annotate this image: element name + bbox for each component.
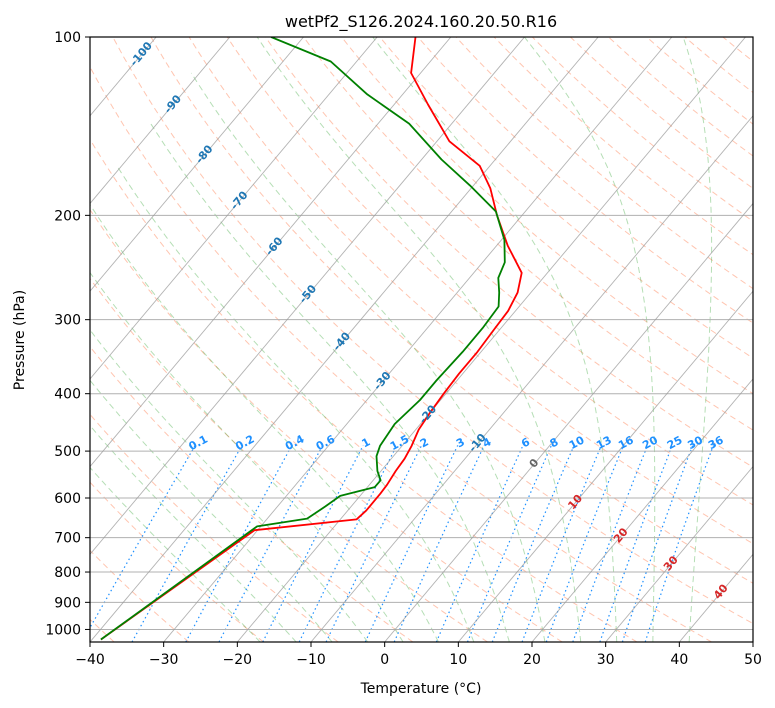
mixing-ratio-line <box>599 445 673 642</box>
mixing-ratio-line <box>364 445 459 642</box>
mixing-ratio-line <box>90 445 196 629</box>
isotherm-gridline <box>90 37 452 468</box>
y-tick-label: 600 <box>54 491 81 507</box>
moist-adiabat-line <box>90 379 333 642</box>
mixing-ratio-line <box>572 445 649 642</box>
mixing-ratio-label: 13 <box>594 434 614 453</box>
mixing-ratio-label: 10 <box>567 433 587 452</box>
y-tick-label: 800 <box>54 565 81 581</box>
isotherm-gridline <box>310 115 753 642</box>
moist-adiabat-line <box>90 203 439 642</box>
dry-adiabat-line <box>188 37 753 545</box>
dry-adiabat-line <box>493 37 753 256</box>
x-tick-label: 40 <box>670 652 688 668</box>
mixing-ratio-line <box>621 445 694 642</box>
isotherm-gridline <box>531 378 753 642</box>
isotherm-gridline <box>90 37 378 380</box>
isotherm-gridline <box>90 37 599 642</box>
temperature-profile-line <box>100 37 523 641</box>
dry-adiabat-line <box>341 37 753 395</box>
dry-adiabat-line <box>303 37 753 431</box>
x-tick-label: 10 <box>449 652 467 668</box>
dry-adiabat-line <box>90 481 264 642</box>
x-tick-label: 20 <box>523 652 541 668</box>
mixing-ratio-line <box>393 445 485 642</box>
moist-adiabat-line <box>256 37 582 642</box>
mixing-ratio-label: 16 <box>616 433 636 452</box>
mixing-ratio-line <box>644 445 714 642</box>
isotherm-gridline <box>236 37 746 642</box>
moist-adiabat-line <box>116 165 475 642</box>
mixing-ratio-label: 25 <box>665 433 685 452</box>
dry-adiabat-line <box>90 65 712 642</box>
isotherm-gridline <box>605 465 753 642</box>
mixing-ratio-line <box>218 445 324 642</box>
y-tick-label: 200 <box>54 208 81 224</box>
moist-adiabat-line <box>90 271 404 642</box>
y-tick-label: 700 <box>54 531 81 547</box>
x-tick-label: −30 <box>149 652 179 668</box>
chart-axes: −40 −30 −20 −10 0 10 20 30 40 50 100 200 300 400 500 60… <box>45 30 762 668</box>
y-tick-label: 900 <box>54 595 81 611</box>
mixing-ratio-line <box>185 445 293 642</box>
y-tick-label: 100 <box>54 30 81 46</box>
chart-series <box>100 37 523 641</box>
dry-adiabat-line <box>570 37 753 190</box>
y-tick-label: 400 <box>54 387 81 403</box>
isotherm-gridline <box>384 202 753 642</box>
chart-title: wetPf2_S126.2024.160.20.50.R16 <box>285 12 557 32</box>
moist-adiabat-line <box>190 72 546 642</box>
x-tick-label: −10 <box>296 652 326 668</box>
y-tick-label: 500 <box>54 444 81 460</box>
dry-adiabat-line <box>90 345 414 642</box>
dry-adiabat-line <box>90 208 563 642</box>
moist-adiabat-line <box>682 37 713 642</box>
x-axis-label: Temperature (°C) <box>360 681 482 697</box>
x-tick-label: 50 <box>744 652 762 668</box>
isotherm-gridline <box>163 37 673 642</box>
mixing-ratio-label: 30 <box>685 433 705 452</box>
x-tick-label: 0 <box>380 652 389 668</box>
dry-adiabat-line <box>379 37 753 359</box>
mixing-ratio-line <box>262 445 364 642</box>
plot-frame <box>89 36 754 643</box>
mixing-ratio-label: 36 <box>706 433 726 452</box>
dry-adiabat-line <box>150 37 753 584</box>
isotherm-gridline <box>90 37 525 556</box>
moist-adiabat-line <box>372 37 618 642</box>
dry-adiabat-line <box>90 277 488 642</box>
moist-adiabat-line <box>150 123 510 642</box>
moist-adiabat-line <box>90 466 261 642</box>
chart-grid <box>90 37 753 642</box>
dry-adiabat-line <box>226 37 753 506</box>
dry-adiabat-line <box>531 37 753 222</box>
mixing-ratio-line <box>521 445 602 642</box>
dry-adiabat-line <box>112 37 753 625</box>
mixing-ratio-line <box>131 445 243 642</box>
x-tick-label: −20 <box>223 652 253 668</box>
y-tick-label: 300 <box>54 313 81 329</box>
dry-adiabat-line <box>90 138 638 642</box>
mixing-ratio-label: 20 <box>640 433 660 452</box>
mixing-ratio-line <box>545 445 624 642</box>
isotherm-gridline <box>457 290 753 642</box>
dewpoint-profile-line <box>100 37 506 641</box>
dry-adiabat-line <box>608 37 753 157</box>
moist-adiabat-line <box>524 37 656 642</box>
mixing-ratio-line <box>298 445 398 642</box>
x-tick-label: 30 <box>597 652 615 668</box>
mixing-ratio-line <box>325 445 423 642</box>
isotherm-gridline <box>90 37 231 205</box>
x-tick-label: −40 <box>75 652 105 668</box>
isotherm-gridline <box>90 37 304 292</box>
y-axis-label: Pressure (hPa) <box>12 290 28 390</box>
y-tick-label: 1000 <box>45 622 81 638</box>
